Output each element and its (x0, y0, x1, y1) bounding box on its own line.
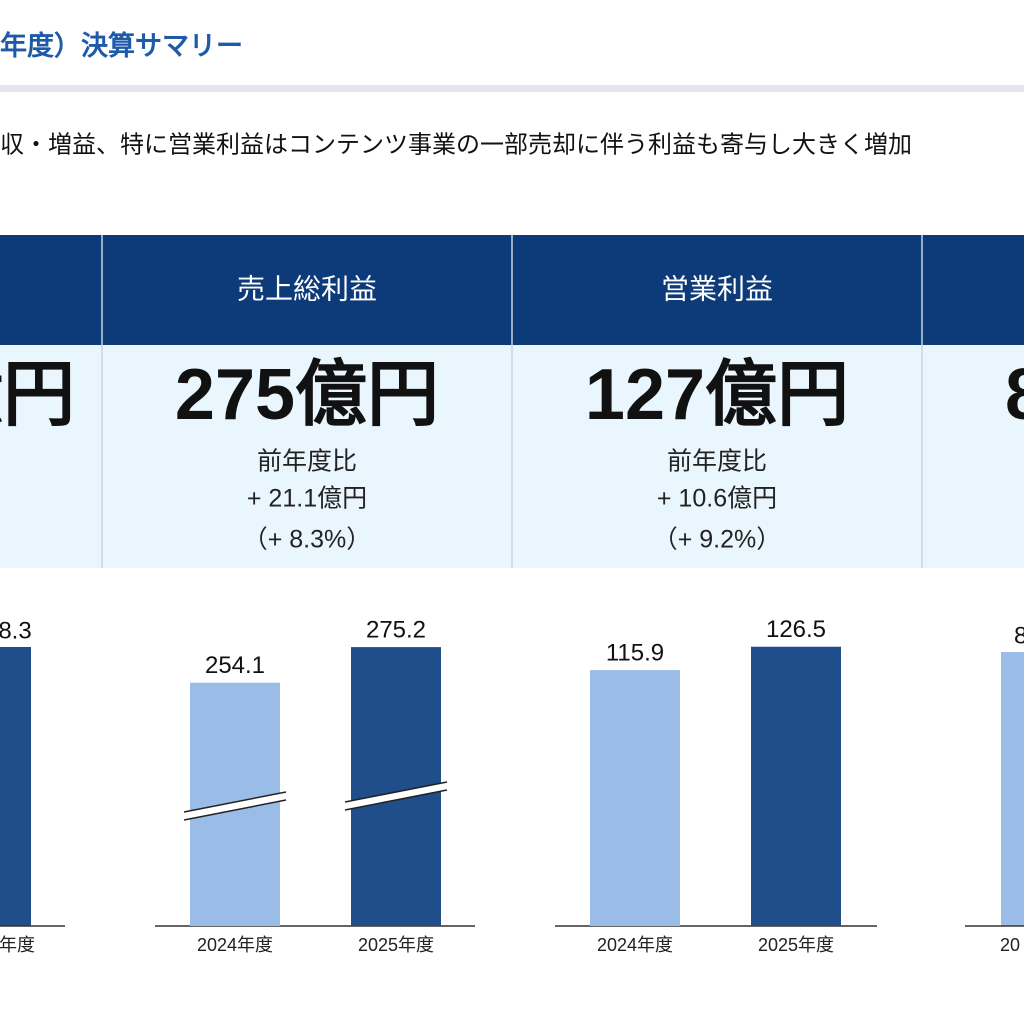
panel-heading: 売上総利益 (237, 273, 377, 304)
x-tick-label: 2024年度 (197, 935, 273, 955)
x-tick-label: 2025年度 (758, 935, 834, 955)
panel-value: 275億円 (175, 355, 439, 435)
axis-break-edge (183, 799, 287, 821)
edge-bar (0, 647, 31, 926)
edge-bar-label: 8.3 (0, 617, 32, 644)
axis-break-edge (344, 789, 448, 811)
title: 年度）決算サマリー (0, 30, 243, 61)
bar-label: 115.9 (606, 639, 664, 666)
change: + 10.6億円 (657, 485, 777, 513)
panel-heading: 営業利益 (661, 273, 773, 304)
bar-label: 126.5 (766, 616, 826, 643)
x-tick-label: 2025年度 (358, 935, 434, 955)
bar-label: 275.2 (366, 616, 426, 643)
axis-break-edge (344, 781, 448, 803)
edge-category: 年度 (0, 935, 35, 955)
compare-label: 前年度比 (667, 448, 767, 476)
panel-value: 8 (1005, 355, 1024, 435)
change-pct: （+ 8.3%） (243, 526, 372, 554)
edge-bar-label: 8 (1014, 622, 1024, 649)
edge-bar (1001, 652, 1024, 926)
bar (751, 646, 841, 926)
bar (590, 670, 680, 926)
change: + 21.1億円 (247, 485, 367, 513)
edge-category: 20 (1000, 935, 1020, 955)
compare-label: 前年度比 (257, 448, 357, 476)
axis-break (184, 792, 286, 820)
panel-value: 億円 (0, 355, 75, 435)
axis-break (345, 782, 447, 810)
x-tick-label: 2024年度 (597, 935, 673, 955)
panel-value: 127億円 (585, 355, 849, 435)
change-pct: （+ 9.2%） (653, 526, 782, 554)
axis-break-edge (183, 791, 287, 813)
subtitle: 収・増益、特に営業利益はコンテンツ事業の一部売却に伴う利益も寄与し大きく増加 (0, 131, 912, 158)
bar-label: 254.1 (205, 652, 265, 679)
title-rule (0, 85, 1024, 92)
